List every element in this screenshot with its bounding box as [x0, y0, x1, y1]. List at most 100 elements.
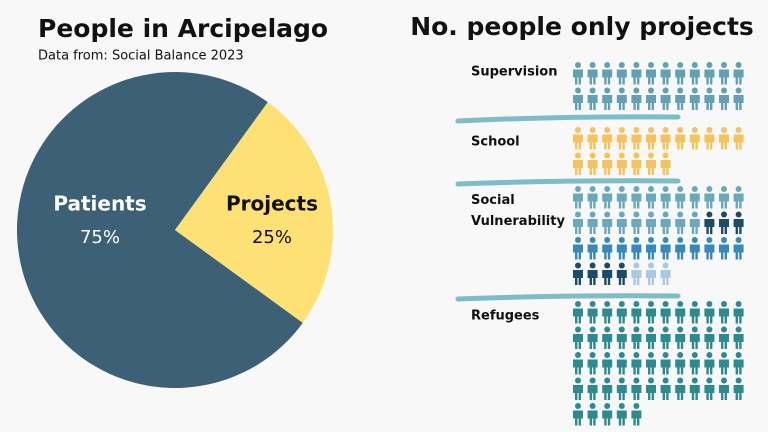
person-head	[735, 352, 742, 358]
person-body	[689, 95, 700, 110]
person-body	[704, 385, 715, 400]
person-head	[735, 377, 742, 384]
person-head	[735, 186, 742, 192]
person-body	[675, 334, 686, 349]
person-head	[721, 237, 727, 243]
person-body	[602, 219, 613, 234]
person-body	[675, 134, 686, 150]
person-head	[589, 237, 596, 243]
person-head	[604, 352, 611, 358]
person-head	[589, 403, 596, 409]
person-body	[572, 410, 583, 426]
person-head	[633, 326, 640, 333]
person-body	[616, 410, 627, 426]
person-body	[631, 193, 642, 209]
person-body	[645, 193, 656, 209]
person-head	[618, 326, 625, 333]
person-body	[733, 359, 744, 375]
person-body	[602, 160, 613, 175]
person-body	[572, 244, 583, 260]
person-body	[587, 334, 598, 349]
person-head	[604, 377, 611, 384]
person-head	[677, 87, 684, 94]
person-head	[604, 152, 611, 159]
person-head	[589, 262, 596, 269]
icon-segment	[631, 262, 671, 285]
person-body	[733, 385, 744, 400]
person-body	[631, 308, 642, 324]
person-body	[587, 244, 598, 260]
person-body	[733, 244, 744, 260]
pie-slice	[175, 102, 333, 323]
person-head	[721, 326, 727, 333]
icon-segment	[572, 62, 744, 110]
person-body	[572, 134, 583, 150]
person-head	[662, 87, 669, 94]
pie-subtitle: Data from: Social Balance 2023	[38, 49, 244, 64]
person-head	[648, 237, 654, 243]
person-head	[677, 326, 684, 333]
person-head	[735, 211, 742, 218]
person-body	[660, 193, 671, 209]
person-head	[691, 352, 698, 358]
person-head	[575, 62, 581, 68]
person-body	[660, 219, 671, 234]
person-head	[662, 326, 669, 333]
person-head	[706, 211, 713, 218]
person-body	[704, 134, 715, 150]
person-head	[662, 352, 669, 358]
person-body	[631, 134, 642, 150]
person-head	[589, 326, 596, 333]
person-body	[733, 95, 744, 110]
person-head	[648, 211, 654, 218]
icon-segment	[572, 237, 744, 260]
person-body	[616, 219, 627, 234]
person-body	[631, 359, 642, 375]
person-body	[704, 359, 715, 375]
person-body	[660, 359, 671, 375]
person-head	[589, 301, 596, 307]
person-body	[645, 334, 656, 349]
person-head	[633, 237, 640, 243]
person-head	[575, 403, 581, 409]
person-head	[618, 211, 625, 218]
slice-label: Patients	[53, 192, 146, 216]
person-head	[589, 211, 596, 218]
person-body	[645, 134, 656, 150]
person-body	[689, 193, 700, 209]
person-body	[616, 95, 627, 110]
person-body	[602, 410, 613, 426]
person-head	[691, 377, 698, 384]
person-body	[631, 160, 642, 175]
person-head	[662, 186, 669, 192]
person-body	[675, 359, 686, 375]
person-body	[587, 69, 598, 85]
person-head	[633, 262, 640, 269]
person-body	[689, 359, 700, 375]
person-body	[733, 193, 744, 209]
icon-segment	[572, 186, 744, 234]
person-head	[721, 186, 727, 192]
person-body	[616, 244, 627, 260]
person-head	[633, 62, 640, 68]
person-body	[645, 270, 656, 285]
person-head	[721, 87, 727, 94]
person-body	[616, 359, 627, 375]
person-body	[602, 134, 613, 150]
person-body	[733, 219, 744, 234]
person-body	[616, 270, 627, 285]
person-body	[631, 385, 642, 400]
person-body	[718, 134, 729, 150]
person-head	[691, 127, 698, 133]
person-body	[689, 334, 700, 349]
person-head	[575, 186, 581, 192]
person-body	[718, 244, 729, 260]
person-head	[648, 186, 654, 192]
person-head	[575, 352, 581, 358]
person-head	[706, 127, 713, 133]
person-body	[645, 385, 656, 400]
person-head	[618, 186, 625, 192]
person-body	[602, 69, 613, 85]
person-head	[691, 62, 698, 68]
